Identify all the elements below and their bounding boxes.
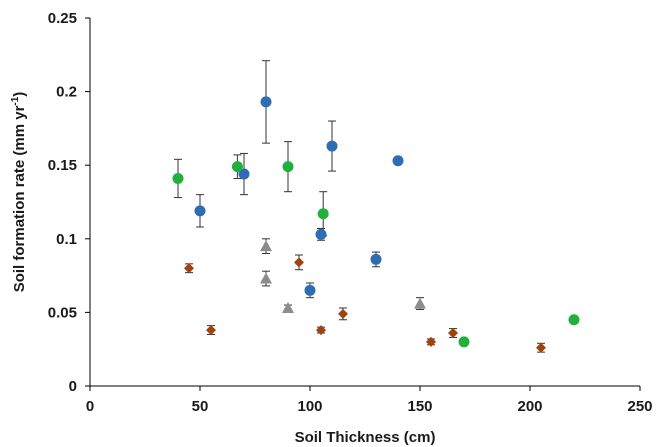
- y-tick-label: 0.05: [48, 304, 77, 321]
- x-tick-label: 250: [627, 398, 652, 415]
- data-point-circle: [238, 168, 250, 180]
- y-tick-label: 0.15: [48, 157, 77, 174]
- axes: [89, 18, 640, 387]
- data-point-diamond: [448, 328, 458, 339]
- data-point-diamond: [426, 336, 436, 347]
- y-axis-title-superscript: -1: [10, 96, 21, 105]
- x-tick-label: 100: [297, 398, 322, 415]
- x-tick-label: 50: [192, 398, 209, 415]
- x-tick-label: 150: [407, 398, 432, 415]
- data-point-circle: [231, 161, 243, 173]
- x-tick-label: 200: [517, 398, 542, 415]
- y-tick-label: 0: [69, 378, 77, 395]
- data-point-diamond: [294, 257, 304, 268]
- data-point-diamond: [184, 263, 194, 274]
- y-tick-label: 0.25: [48, 10, 77, 27]
- data-point-circle: [326, 140, 338, 152]
- y-tick-label: 0.2: [56, 84, 77, 101]
- tick-group: 0 0.05 0.1 0.15 0.2 0.25 0 50 100 150 200 250: [48, 10, 653, 415]
- data-point-triangle: [282, 301, 294, 313]
- data-point-diamond: [316, 325, 326, 336]
- data-point-circle: [370, 253, 382, 265]
- data-point-circle: [317, 208, 329, 220]
- data-point-circle: [392, 155, 404, 167]
- data-point-circle: [260, 96, 272, 108]
- error-bar-group: [174, 60, 545, 353]
- data-point-circle: [304, 284, 316, 296]
- data-point-circle: [458, 336, 470, 348]
- data-point-triangle: [414, 297, 426, 309]
- data-point-triangle: [260, 240, 272, 252]
- y-axis-title: Soil formation rate (mm yr-1): [10, 92, 28, 293]
- data-point-group: [172, 96, 580, 353]
- y-axis-title-close: ): [11, 92, 28, 97]
- y-axis-title-main: Soil formation rate (mm yr: [11, 105, 28, 292]
- data-point-diamond: [338, 308, 348, 319]
- data-point-circle: [194, 205, 206, 217]
- x-axis-title: Soil Thickness (cm): [295, 429, 436, 446]
- data-point-diamond: [206, 325, 216, 336]
- data-point-triangle: [260, 272, 272, 284]
- x-tick-label: 0: [86, 398, 94, 415]
- y-tick-label: 0.1: [56, 231, 77, 248]
- data-point-circle: [315, 228, 327, 240]
- data-point-diamond: [536, 342, 546, 353]
- data-point-circle: [282, 161, 294, 173]
- data-point-circle: [172, 172, 184, 184]
- data-point-circle: [568, 314, 580, 326]
